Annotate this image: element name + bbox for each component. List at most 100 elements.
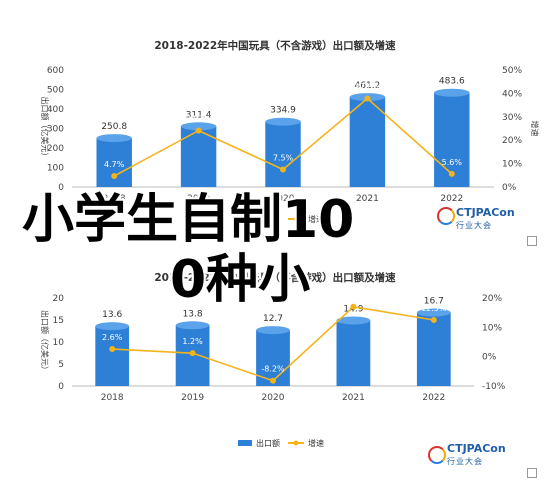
overlay-line-1: 小学生自制10 [22, 190, 355, 250]
bar-top-cap [256, 326, 290, 335]
bar-top-cap [336, 316, 371, 325]
y-left-tick-label: 20 [53, 294, 65, 304]
y-right-tick-label: 20% [502, 136, 522, 146]
rate-label: 1.2% [182, 337, 203, 346]
bar [95, 326, 130, 386]
logo-top: CTJPACon 行业大会 [456, 206, 515, 231]
logo-subtitle: 行业大会 [447, 457, 483, 466]
legend-label: 增速 [308, 214, 324, 224]
overlay-caption: 小学生自制10 0种小 [22, 190, 354, 310]
y-left-tick-label: 300 [47, 125, 64, 135]
bar-top-cap [180, 122, 217, 131]
bar-value-label: 461.2 [355, 81, 381, 91]
legend-bar-swatch [238, 216, 252, 222]
y-left-tick-label: 100 [47, 164, 64, 174]
bar [349, 97, 386, 187]
chart-top-svg: 0 100 200 300 400 500 600 0% 10% 20% 30% 40% 50% 出口额（… [40, 66, 540, 224]
y-left-tick-label: 400 [47, 105, 64, 115]
y-left-tick-label: 15 [53, 316, 64, 326]
bar-top-cap [416, 308, 451, 317]
x-tick-label: 2022 [422, 393, 445, 403]
rate-label: 5.6% [442, 158, 463, 167]
bar-value-label: 483.6 [439, 77, 465, 87]
x-tick-label: 2021 [342, 393, 365, 403]
y-right-tick-label: 20% [482, 294, 502, 304]
y-right-axis-label: 增速 [530, 121, 540, 137]
rate-point [280, 166, 286, 173]
y-left-tick-label: 200 [47, 144, 64, 154]
rate-point [189, 350, 196, 357]
bar-top-cap [96, 134, 132, 143]
rate-point [109, 346, 116, 353]
y-left-axis-label: 出口额（亿美元） [40, 97, 50, 161]
y-left-tick-label: 0 [58, 382, 64, 392]
legend-label: 出口额 [256, 214, 280, 224]
rate-label: 12.5% [421, 304, 447, 313]
x-tick-label: 2022 [440, 194, 463, 204]
bar-top-cap [95, 322, 130, 331]
chart-panel-bottom: 2018-2022年中国玩具（不含游戏）出口额及增速 0 5 10 15 20 -10% 0… [0, 246, 550, 486]
bar-top-cap [175, 321, 210, 330]
y-left-tick-label: 10 [53, 338, 65, 348]
logo-subtitle: 行业大会 [456, 221, 492, 230]
rate-point [195, 127, 202, 134]
x-tick-label: 2019 [187, 194, 210, 204]
rate-point [270, 377, 276, 384]
logo-bottom: CTJPACon 行业大会 [447, 442, 506, 467]
bar-value-label: 13.6 [102, 310, 122, 320]
x-tick-label: 2020 [272, 194, 295, 204]
bar-value-label: 12.7 [263, 314, 283, 324]
y-left-tick-label: 500 [47, 86, 64, 96]
overlay-line-2: 0种小 [170, 250, 311, 310]
rate-point [364, 95, 371, 102]
legend-line-marker [293, 440, 299, 446]
bar-value-label: 311.4 [186, 110, 212, 120]
chart-bottom-svg: 0 5 10 15 20 -10% 0% 10% 20% 出口额（亿美元） 13.6 2018 13.8… [40, 294, 506, 448]
y-right-tick-label: 10% [502, 160, 522, 170]
rate-label: 37.8% [355, 83, 381, 92]
bar-value-label: 16.7 [424, 297, 444, 307]
y-right-tick-label: -10% [482, 382, 506, 392]
x-tick-label: 2018 [101, 393, 124, 403]
x-tick-label: 2021 [356, 194, 379, 204]
bar [416, 312, 451, 386]
rate-label: 7.5% [273, 153, 294, 162]
rate-point [448, 170, 455, 177]
y-left-tick-label: 600 [47, 66, 64, 76]
rate-point [430, 317, 437, 323]
y-left-tick-label: 0 [58, 183, 64, 193]
x-tick-label: 2018 [103, 194, 126, 204]
rate-label: 4.7% [104, 160, 125, 169]
legend-label: 出口额 [256, 438, 280, 448]
bar-value-label: 250.8 [101, 122, 127, 132]
y-right-tick-label: 10% [482, 323, 502, 333]
x-tick-label: 2020 [262, 393, 285, 403]
bar-value-label: 334.9 [270, 106, 296, 116]
rate-label: 2.6% [102, 333, 123, 342]
expand-icon[interactable] [527, 236, 537, 246]
legend-label: 增速 [308, 438, 324, 448]
y-left-tick-label: 5 [58, 360, 64, 370]
rate-point [111, 173, 118, 180]
bar-value-label: 13.8 [183, 309, 203, 319]
y-left-axis-label: 出口额（亿美元） [40, 310, 50, 374]
chart-title-bottom: 2018-2022年中国玩具（不含游戏）出口额及增速 [154, 272, 396, 284]
bar [265, 121, 301, 187]
bar [256, 330, 290, 386]
ctjpacon-logo-icon [428, 446, 446, 464]
y-right-tick-label: 30% [502, 113, 522, 123]
x-tick-label: 2019 [181, 393, 204, 403]
rate-label: -8.2% [261, 365, 285, 374]
bar [180, 126, 217, 187]
legend-line-marker [293, 216, 299, 222]
chart-title-top: 2018-2022年中国玩具（不含游戏）出口额及增速 [154, 40, 396, 52]
logo-name: CTJPACon [456, 206, 515, 219]
expand-icon[interactable] [527, 468, 537, 478]
bar-top-cap [265, 117, 301, 126]
chart-panel-top: 2018-2022年中国玩具（不含游戏）出口额及增速 0 100 200 300 400… [40, 40, 540, 246]
rate-point [350, 303, 357, 310]
bar [336, 320, 371, 386]
y-right-tick-label: 0% [502, 183, 517, 193]
rate-label: 24.1% [186, 115, 212, 124]
logo-name: CTJPACon [447, 442, 506, 455]
